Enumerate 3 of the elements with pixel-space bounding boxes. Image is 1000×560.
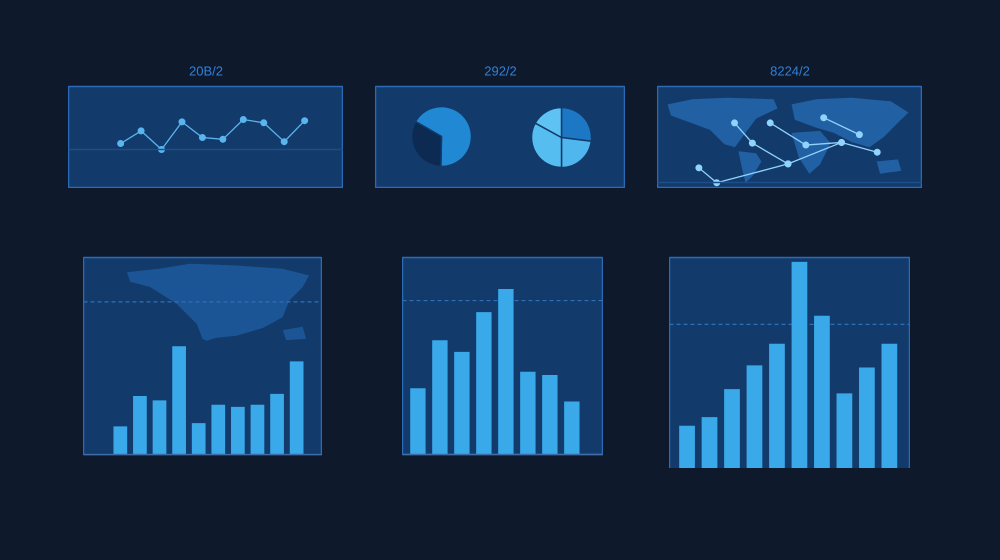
chart-title: 20B/2: [189, 64, 223, 78]
chart-title: 8224/2: [770, 64, 810, 78]
text: 292/2: [484, 64, 517, 78]
